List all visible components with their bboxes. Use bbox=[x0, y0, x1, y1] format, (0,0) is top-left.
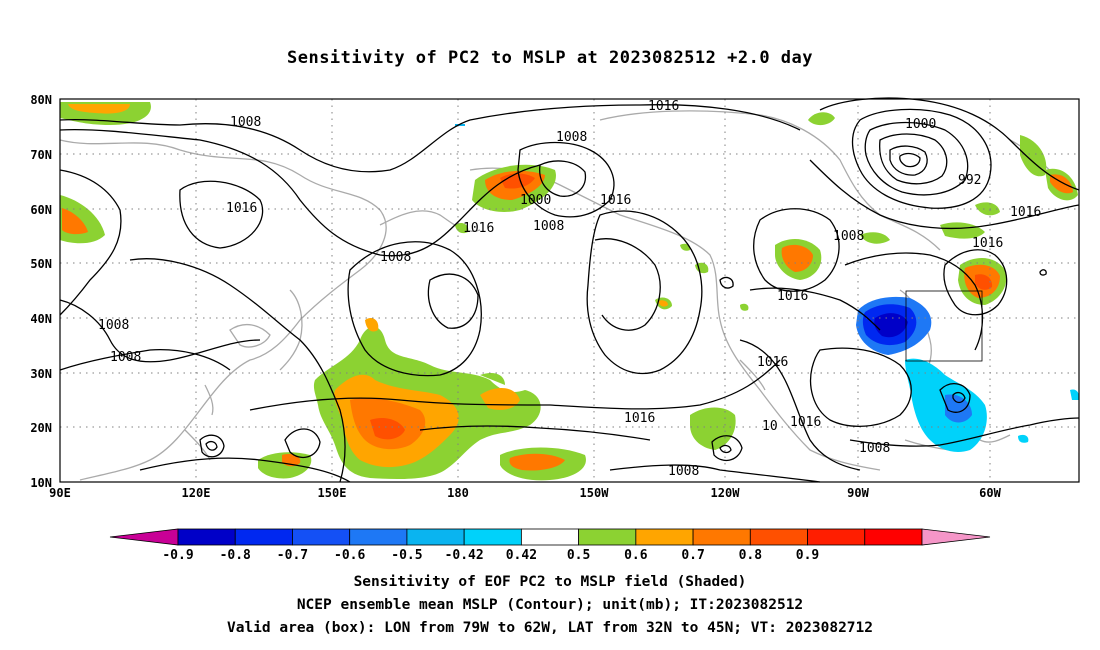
colorbar-label: -0.7 bbox=[277, 548, 308, 563]
colorbar-label: -0.9 bbox=[162, 548, 193, 563]
contour-label: 1008 bbox=[859, 441, 890, 456]
contour-label: 1016 bbox=[757, 355, 788, 370]
caption-shaded: Sensitivity of EOF PC2 to MSLP field (Sh… bbox=[353, 574, 747, 590]
colorbar-label: -0.6 bbox=[334, 548, 365, 563]
lat-label: 40N bbox=[30, 312, 52, 326]
lat-lon-grid bbox=[60, 99, 1079, 482]
colorbar-label: 0.42 bbox=[506, 548, 537, 563]
lon-label: 150W bbox=[580, 486, 610, 500]
contour-label: 1008 bbox=[533, 219, 564, 234]
contour-label: 1016 bbox=[972, 236, 1003, 251]
contour-labels: 1016 1008 1000 992 1008 1016 1008 1000 1… bbox=[98, 99, 1041, 479]
lon-label: 120W bbox=[711, 486, 741, 500]
colorbar-upper-extension bbox=[921, 528, 991, 546]
colorbar-swatch bbox=[520, 528, 580, 546]
contour-label: 1016 bbox=[1010, 205, 1041, 220]
colorbar-swatch bbox=[749, 528, 808, 546]
lat-label: 20N bbox=[30, 421, 52, 435]
contour-label: 1016 bbox=[600, 193, 631, 208]
contour-label: 1000 bbox=[905, 117, 936, 132]
lon-label: 90E bbox=[49, 486, 71, 500]
mslp-contours bbox=[59, 97, 1080, 483]
lat-label: 50N bbox=[30, 257, 52, 271]
lat-label: 80N bbox=[30, 93, 52, 107]
colorbar-label: 0.7 bbox=[681, 548, 704, 563]
colorbar-swatch bbox=[578, 528, 637, 546]
colorbar-swatch bbox=[349, 528, 408, 546]
lon-label: 120E bbox=[182, 486, 211, 500]
colorbar-swatch bbox=[807, 528, 866, 546]
colorbar-swatch bbox=[292, 528, 351, 546]
lat-label: 30N bbox=[30, 367, 52, 381]
lon-label: 60W bbox=[979, 486, 1001, 500]
contour-label: 1008 bbox=[110, 350, 141, 365]
caption-valid-area: Valid area (box): LON from 79W to 62W, L… bbox=[226, 620, 873, 636]
contour-label: 1008 bbox=[98, 318, 129, 333]
lon-axis-labels: 90E 120E 150E 180 150W 120W 90W 60W bbox=[49, 486, 1001, 500]
colorbar-lower-extension bbox=[109, 528, 179, 546]
colorbar-label: -0.42 bbox=[445, 548, 484, 563]
contour-label: 1016 bbox=[648, 99, 679, 114]
lon-label: 180 bbox=[447, 486, 469, 500]
contour-label: 1016 bbox=[790, 415, 821, 430]
valid-area-box bbox=[905, 290, 983, 362]
contour-label: 1008 bbox=[668, 464, 699, 479]
contour-label: 10 bbox=[762, 419, 778, 434]
colorbar-label: 0.8 bbox=[739, 548, 763, 563]
page-title: Sensitivity of PC2 to MSLP at 2023082512… bbox=[286, 48, 813, 68]
colorbar-label: 0.5 bbox=[567, 548, 590, 563]
colorbar-swatch bbox=[635, 528, 694, 546]
colorbar-label: 0.6 bbox=[624, 548, 648, 563]
lat-label: 60N bbox=[30, 203, 52, 217]
colorbar-swatch bbox=[864, 528, 923, 546]
contour-label: 992 bbox=[958, 173, 981, 188]
colorbar-swatch bbox=[692, 528, 751, 546]
contour-label: 1016 bbox=[226, 201, 257, 216]
contour-label: 1016 bbox=[624, 411, 655, 426]
colorbar-swatch bbox=[234, 528, 293, 546]
contour-label: 1008 bbox=[380, 250, 411, 265]
lat-label: 10N bbox=[30, 476, 52, 490]
lon-label: 150E bbox=[318, 486, 347, 500]
colorbar-label: -0.5 bbox=[391, 548, 422, 563]
contour-label: 1016 bbox=[463, 221, 494, 236]
colorbar: -0.9 -0.8 -0.7 -0.6 -0.5 -0.42 0.42 0.5 0.6 0.7 0.… bbox=[109, 528, 991, 563]
lon-label: 90W bbox=[847, 486, 869, 500]
colorbar-label: 0.9 bbox=[796, 548, 819, 563]
contour-label: 1016 bbox=[777, 289, 808, 304]
colorbar-swatch bbox=[463, 528, 522, 546]
colorbar-swatch bbox=[177, 528, 236, 546]
contour-label: 1008 bbox=[833, 229, 864, 244]
contour-label: 1000 bbox=[520, 193, 551, 208]
contour-label: 1008 bbox=[556, 130, 587, 145]
map-panel: 1016 1008 1000 992 1008 1016 1008 1000 1… bbox=[59, 97, 1080, 483]
lat-label: 70N bbox=[30, 148, 52, 162]
lat-axis-labels: 80N 70N 60N 50N 40N 30N 20N 10N bbox=[30, 93, 52, 490]
map-frame bbox=[59, 98, 1080, 483]
colorbar-label: -0.8 bbox=[220, 548, 251, 563]
colorbar-swatch bbox=[406, 528, 465, 546]
contour-label: 1008 bbox=[230, 115, 261, 130]
caption-contour: NCEP ensemble mean MSLP (Contour); unit(… bbox=[296, 597, 804, 613]
